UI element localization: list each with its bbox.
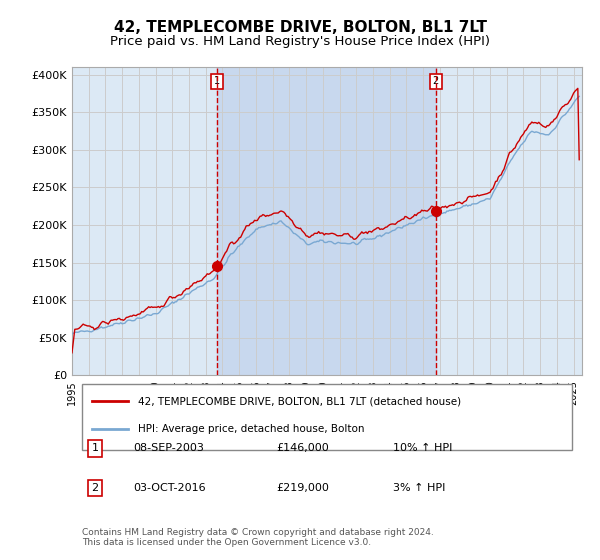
Text: £219,000: £219,000 bbox=[276, 483, 329, 493]
Text: Price paid vs. HM Land Registry's House Price Index (HPI): Price paid vs. HM Land Registry's House … bbox=[110, 35, 490, 48]
Text: £146,000: £146,000 bbox=[276, 444, 329, 453]
Text: 42, TEMPLECOMBE DRIVE, BOLTON, BL1 7LT (detached house): 42, TEMPLECOMBE DRIVE, BOLTON, BL1 7LT (… bbox=[139, 396, 461, 407]
Text: 3% ↑ HPI: 3% ↑ HPI bbox=[394, 483, 446, 493]
Text: 10% ↑ HPI: 10% ↑ HPI bbox=[394, 444, 452, 453]
Text: 2: 2 bbox=[433, 77, 439, 86]
Text: 03-OCT-2016: 03-OCT-2016 bbox=[133, 483, 206, 493]
Text: 2: 2 bbox=[91, 483, 98, 493]
Text: 1: 1 bbox=[214, 77, 220, 86]
FancyBboxPatch shape bbox=[82, 384, 572, 450]
Text: Contains HM Land Registry data © Crown copyright and database right 2024.
This d: Contains HM Land Registry data © Crown c… bbox=[82, 528, 434, 547]
Text: HPI: Average price, detached house, Bolton: HPI: Average price, detached house, Bolt… bbox=[139, 424, 365, 434]
Text: 08-SEP-2003: 08-SEP-2003 bbox=[133, 444, 204, 453]
Text: 42, TEMPLECOMBE DRIVE, BOLTON, BL1 7LT: 42, TEMPLECOMBE DRIVE, BOLTON, BL1 7LT bbox=[113, 20, 487, 35]
Bar bbox=[217, 67, 436, 375]
Text: 1: 1 bbox=[91, 444, 98, 453]
